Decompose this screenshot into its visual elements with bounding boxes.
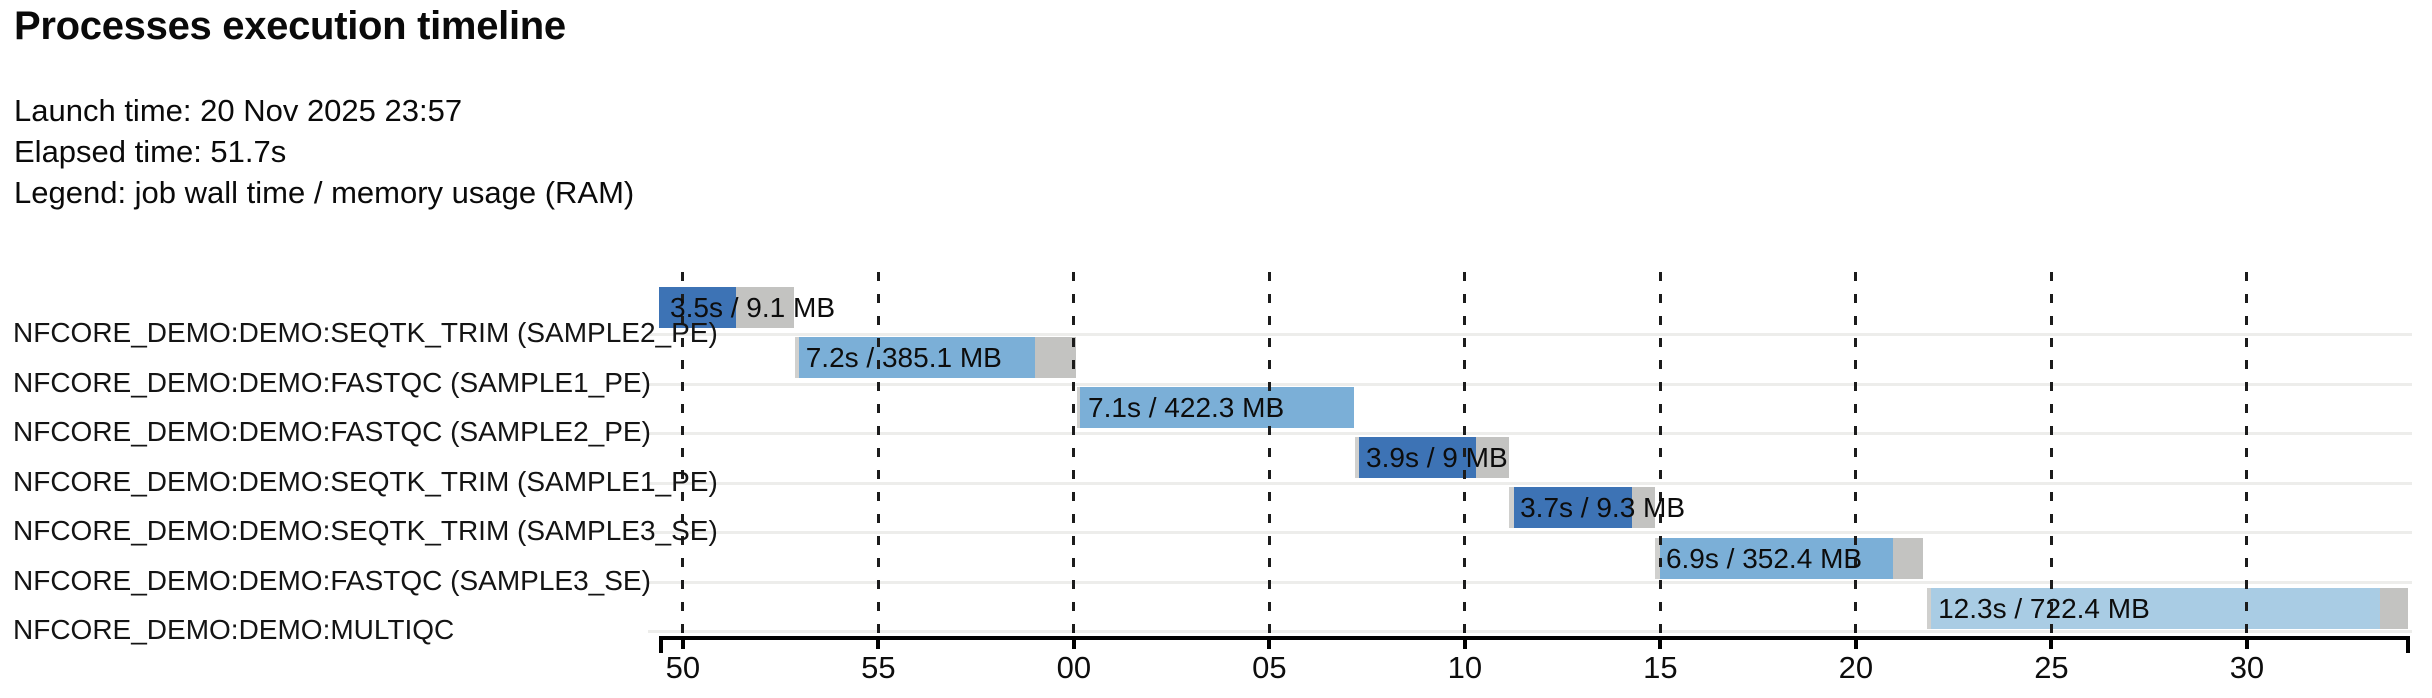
task-bar-tail-segment [1034,337,1076,379]
x-axis-left-cap [659,636,663,653]
gridline [1267,272,1271,636]
task-bar-run-segment [1080,387,1355,429]
axis-tick [680,636,685,649]
task-bar-run-segment [659,287,737,328]
task-bar-run-segment [1931,587,2380,629]
task-bar-run-segment [798,337,1035,379]
row-separator [648,481,2412,485]
row-separator [648,630,2412,633]
task-bar-label: 3.5s / 9.1 MB [670,292,835,323]
row-separator [648,580,2412,584]
task-bar-tail-segment [1893,537,1924,579]
task-bar-label: 12.3s / 722.4 MB [1938,592,2150,624]
task-bar [794,337,1076,379]
task-bar [1509,487,1656,529]
task-bar-label: 6.9s / 352.4 MB [1665,542,1863,574]
axis-tick-label: 00 [1056,650,1092,685]
task-bar-tail-segment [736,287,794,328]
task-bar-label: 7.2s / 385.1 MB [805,342,1002,374]
row-separator [648,333,2412,336]
elapsed-time-line: Elapsed time: 51.7s [14,134,287,169]
gridline [1658,272,1662,636]
process-name-label: NFCORE_DEMO:DEMO:FASTQC (SAMPLE3_SE) [13,564,651,596]
task-bar-lead-segment [1509,487,1515,529]
gridline [1463,272,1467,636]
row-separator [648,382,2412,386]
gridline [681,272,685,636]
process-name-label: NFCORE_DEMO:DEMO:SEQTK_TRIM (SAMPLE2_PE) [13,317,718,348]
task-bar-tail-segment [1475,437,1509,479]
gridline [876,272,880,636]
axis-tick [2049,636,2054,649]
task-bar-label: 3.9s / 9 MB [1366,442,1508,474]
process-name-label: NFCORE_DEMO:DEMO:SEQTK_TRIM (SAMPLE1_PE) [13,465,718,497]
axis-tick [1462,636,1467,649]
axis-tick [1267,636,1272,649]
task-bar-label: 3.7s / 9.3 MB [1520,492,1686,524]
launch-time-line: Launch time: 20 Nov 2025 23:57 [14,93,463,128]
task-bar-run-segment [1514,487,1633,529]
axis-tick-label: 55 [861,650,896,685]
gridline [2245,272,2249,636]
axis-tick-label: 30 [2229,650,2265,685]
task-bar-lead-segment [1927,587,1931,629]
task-bar-lead-segment [1654,537,1661,579]
task-bar-tail-segment [2379,587,2409,629]
gridline [2049,272,2053,636]
task-bar-run-segment [1660,537,1894,579]
task-bar [1355,437,1509,479]
legend-line: Legend: job wall time / memory usage (RA… [14,175,635,210]
axis-tick [1071,636,1076,649]
process-name-label: NFCORE_DEMO:DEMO:FASTQC (SAMPLE2_PE) [13,416,651,447]
axis-tick-label: 10 [1447,650,1483,685]
run-info: Launch time: 20 Nov 2025 23:57 Elapsed t… [14,90,634,213]
axis-tick-label: 20 [1838,650,1874,685]
task-bar [1927,587,2409,629]
page-title: Processes execution timeline [14,4,566,48]
process-name-label: NFCORE_DEMO:DEMO:FASTQC (SAMPLE1_PE) [13,366,651,398]
axis-tick [1853,636,1858,649]
axis-tick-label: 05 [1252,650,1287,685]
gridline [1072,272,1076,636]
task-bar-label: 7.1s / 422.3 MB [1088,392,1285,424]
axis-tick [876,636,881,649]
task-bar [1654,537,1924,579]
process-name-label: NFCORE_DEMO:DEMO:MULTIQC [13,614,455,645]
x-axis-right-cap [2406,636,2410,653]
task-bar [659,287,794,328]
task-bar-run-segment [1358,437,1476,479]
row-separator [648,531,2412,534]
x-axis-line [659,636,2410,640]
task-bar-lead-segment [1077,387,1081,429]
axis-tick [1658,636,1663,649]
process-name-label: NFCORE_DEMO:DEMO:SEQTK_TRIM (SAMPLE3_SE) [13,515,718,546]
task-bar-tail-segment [1632,487,1656,529]
axis-tick-label: 15 [1643,650,1678,685]
axis-tick-label: 50 [665,650,701,685]
axis-tick-label: 25 [2034,650,2069,685]
task-bar [1077,387,1355,429]
row-separator [648,432,2412,435]
axis-tick [2244,636,2249,649]
task-bar-lead-segment [794,337,799,379]
task-bar-lead-segment [1355,437,1359,479]
gridline [1854,272,1858,636]
